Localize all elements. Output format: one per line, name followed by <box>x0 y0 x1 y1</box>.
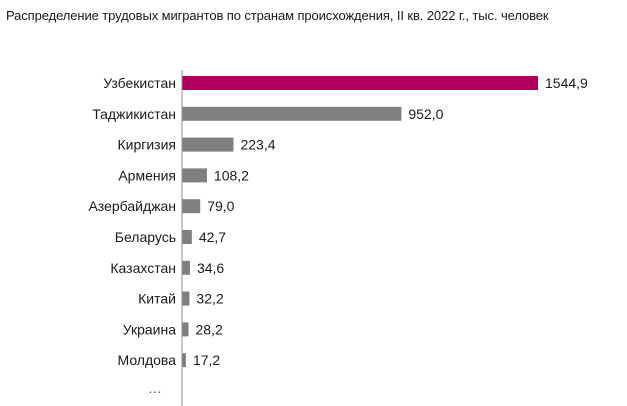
value-label: 223,4 <box>240 137 275 153</box>
bar <box>182 168 207 183</box>
category-label: Молдова <box>118 352 177 368</box>
value-label: 34,6 <box>197 260 224 276</box>
bar <box>182 76 538 90</box>
value-label: 28,2 <box>195 321 222 337</box>
bar <box>182 106 402 121</box>
value-label: 79,0 <box>207 198 234 214</box>
ellipsis-label: … <box>148 380 162 396</box>
bar <box>182 230 192 244</box>
bar <box>182 291 190 306</box>
value-label: 108,2 <box>214 167 249 183</box>
category-label: Украина <box>123 321 177 337</box>
category-label: Киргизия <box>117 137 176 153</box>
bar <box>182 137 234 152</box>
bar <box>182 322 189 337</box>
category-label: Казахстан <box>110 260 176 276</box>
category-label: Китай <box>138 291 176 307</box>
bar <box>182 260 190 275</box>
category-label: Азербайджан <box>88 198 176 214</box>
value-label: 1544,9 <box>545 75 588 91</box>
value-label: 952,0 <box>408 106 443 122</box>
value-label: 32,2 <box>196 291 223 307</box>
value-label: 42,7 <box>199 229 226 245</box>
bar <box>182 353 186 368</box>
value-label: 17,2 <box>193 352 220 368</box>
chart-title: Распределение трудовых мигрантов по стра… <box>6 8 549 23</box>
category-label: Беларусь <box>115 229 176 245</box>
category-label: Армения <box>118 167 176 183</box>
category-label: Таджикистан <box>92 106 176 122</box>
bar <box>182 199 201 214</box>
category-label: Узбекистан <box>103 75 176 91</box>
